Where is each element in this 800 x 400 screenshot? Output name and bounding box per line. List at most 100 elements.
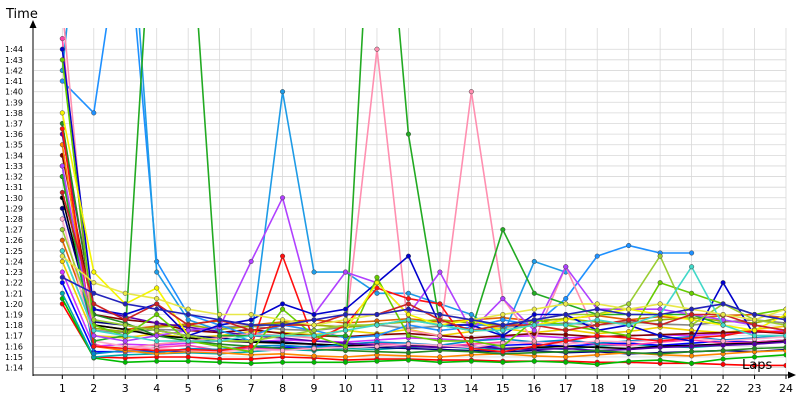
data-point — [783, 327, 786, 333]
x-axis-title: Laps — [742, 358, 772, 373]
data-point — [751, 362, 758, 368]
data-point — [217, 317, 223, 323]
data-point — [594, 352, 600, 358]
data-point — [720, 280, 726, 286]
y-tick-label: 1:39 — [5, 98, 23, 107]
data-point — [280, 359, 286, 365]
data-point — [374, 274, 380, 280]
data-point — [531, 306, 537, 312]
data-point — [437, 269, 443, 275]
y-tick-label: 1:25 — [5, 247, 23, 256]
data-point — [59, 189, 65, 196]
data-point — [657, 253, 663, 259]
data-point — [563, 296, 569, 302]
y-tick-label: 1:21 — [5, 289, 23, 298]
data-point — [783, 317, 786, 323]
series-line — [61, 112, 786, 342]
data-point — [59, 57, 65, 63]
y-tick-label: 1:37 — [5, 120, 23, 129]
data-point — [500, 333, 506, 339]
data-point — [154, 301, 160, 307]
data-point — [689, 338, 695, 344]
y-tick-label: 1:29 — [5, 204, 23, 213]
data-point — [405, 253, 411, 259]
data-point — [217, 343, 223, 349]
data-point — [783, 362, 786, 368]
data-point — [594, 348, 600, 354]
y-tick-label: 1:40 — [5, 88, 23, 97]
data-point — [59, 253, 65, 259]
data-point — [248, 311, 254, 318]
data-point — [405, 301, 411, 307]
data-point — [60, 4, 65, 9]
y-tick-label: 1:18 — [5, 321, 23, 330]
data-point — [59, 248, 65, 254]
data-point — [342, 322, 349, 328]
data-point — [248, 333, 254, 339]
data-point — [374, 311, 380, 318]
y-tick-label: 1:43 — [5, 56, 23, 65]
x-tick-label: 15 — [496, 382, 510, 395]
data-point — [122, 311, 128, 318]
data-point — [626, 358, 632, 364]
x-tick-label: 12 — [401, 382, 415, 395]
data-point — [405, 357, 411, 363]
data-point — [217, 333, 223, 339]
data-point — [154, 320, 160, 326]
data-point — [689, 343, 695, 349]
data-point — [500, 311, 506, 318]
series-14 — [59, 174, 786, 335]
data-point — [783, 322, 786, 328]
data-point — [783, 306, 786, 312]
data-point — [59, 290, 65, 296]
data-point — [405, 341, 411, 347]
data-point — [751, 311, 758, 318]
data-point — [185, 322, 191, 328]
data-point — [185, 346, 191, 353]
data-point — [342, 269, 349, 275]
data-point — [280, 195, 286, 201]
x-tick-label: 5 — [185, 382, 192, 395]
data-point — [751, 341, 758, 347]
x-tick-label: 2 — [90, 382, 97, 395]
data-point — [468, 322, 474, 328]
data-point — [280, 89, 286, 95]
data-point — [248, 327, 254, 333]
x-tick-label: 8 — [279, 382, 286, 395]
data-point — [248, 322, 254, 328]
data-point — [185, 354, 191, 360]
data-point — [122, 317, 128, 323]
data-point — [563, 264, 569, 270]
x-tick-label: 24 — [779, 382, 793, 395]
data-point — [657, 333, 663, 339]
series-line — [61, 303, 786, 367]
data-point — [689, 311, 695, 318]
data-point — [154, 348, 160, 354]
data-point — [594, 333, 600, 339]
data-point — [154, 338, 160, 344]
data-point — [342, 327, 349, 333]
data-point — [280, 301, 286, 307]
data-point — [405, 131, 411, 137]
data-point — [405, 317, 411, 323]
axes — [29, 20, 796, 379]
data-point — [563, 322, 569, 328]
data-point — [185, 327, 191, 333]
data-point — [594, 253, 600, 259]
data-point — [217, 338, 223, 344]
data-point — [342, 333, 349, 339]
y-tick-labels: 1:14 1:15 1:161:17 1:181:19 1:20 1:211:22 1:23… — [5, 45, 23, 372]
data-point — [185, 358, 191, 364]
data-point — [657, 317, 663, 323]
data-point — [59, 163, 65, 169]
data-point — [500, 227, 506, 233]
data-point — [122, 359, 128, 365]
data-point — [280, 333, 286, 339]
x-tick-label: 3 — [122, 382, 129, 395]
data-point — [689, 349, 695, 355]
data-point — [374, 322, 380, 328]
data-point — [248, 349, 254, 355]
data-point — [563, 359, 569, 365]
data-point — [783, 339, 786, 345]
